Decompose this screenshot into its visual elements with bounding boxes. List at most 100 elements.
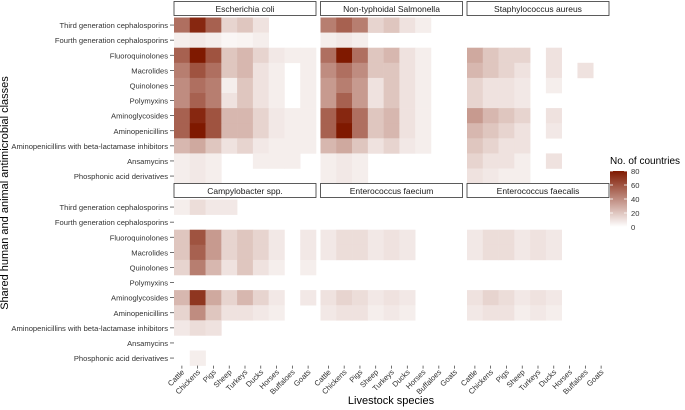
heatmap-cell [336,47,353,64]
y-tick-label: Fourth generation cephalosporins [55,36,168,45]
heatmap-cell [221,108,238,124]
heatmap-cell [268,62,285,79]
heatmap-cell [237,77,254,94]
heatmap-cell [174,108,191,124]
heatmap-cell [205,93,222,109]
heatmap-cell [399,77,416,94]
panel-title: Campylobacter spp. [207,186,283,196]
heatmap-cell [221,259,238,276]
heatmap-cell [189,138,206,154]
heatmap-cell [268,305,285,321]
heatmap-cell [482,153,499,169]
heatmap-cell [399,290,416,306]
panel-title: Non-typhoidal Salmonella [343,4,440,14]
heatmap-cell [320,138,337,154]
y-tick-label: Fourth generation cephalosporins [55,218,168,227]
heatmap-cell [467,108,484,124]
heatmap-cell [530,305,547,321]
heatmap-cell [415,108,432,124]
panel-title: Staphylococcus aureus [494,4,582,14]
heatmap-cell [237,290,254,306]
heatmap-cell [399,229,416,246]
heatmap-cell [336,153,353,169]
heatmap-cell [467,305,484,321]
heatmap-cell [300,62,317,79]
heatmap-cell [300,138,317,154]
heatmap-cell [252,77,269,94]
legend-title: No. of countries [610,156,680,167]
heatmap-cell [367,62,384,79]
heatmap-cell [415,138,432,154]
heatmap-cell [189,350,206,366]
y-tick-label: Third generation cephalosporins [60,21,169,30]
panel-strip: Enterococcus faecium [320,183,463,198]
heatmap-cell [252,244,269,261]
panel-cells [174,17,317,184]
heatmap-cell [221,77,238,94]
heatmap-cell [174,305,191,321]
heatmap-cell [383,123,400,139]
legend-tick-label: 20 [631,209,639,218]
panel-title: Escherichia coli [215,4,274,14]
heatmap-cell [367,108,384,124]
heatmap-cell [482,77,499,94]
heatmap-cell [514,62,531,79]
heatmap-cell [320,305,337,321]
panel-strip: Enterococcus faecalis [466,183,610,198]
heatmap-cell [237,229,254,246]
heatmap-cell [367,17,384,33]
heatmap-cell [174,244,191,261]
panel-title: Enterococcus faecium [350,186,434,196]
heatmap-cell [498,168,515,184]
heatmap-cell [189,93,206,109]
panel-strip: Campylobacter spp. [173,183,317,198]
panel-strip-box [466,183,610,198]
heatmap-cell [399,123,416,139]
heatmap-cell [174,32,191,48]
heatmap-cell [174,320,191,336]
heatmap-cell [221,199,238,215]
heatmap-cell [467,138,484,154]
heatmap-cell [352,153,369,169]
heatmap-cell [336,290,353,306]
heatmap-cell [252,123,269,139]
panel-strip: Escherichia coli [173,1,317,16]
heatmap-cell [498,229,515,246]
heatmap-cell [300,244,317,261]
heatmap-cell [467,62,484,79]
heatmap-cell [189,123,206,139]
heatmap-cell [399,17,416,33]
heatmap-cell [545,229,562,246]
heatmap-cell [189,320,206,336]
y-tick-label: Aminopenicillins [114,309,169,318]
y-tick-label: Aminoglycosides [111,112,168,121]
heatmap-cell [383,62,400,79]
heatmap-cell [252,108,269,124]
heatmap-cell [352,93,369,109]
heatmap-cell [205,259,222,276]
heatmap-cell [367,138,384,154]
heatmap-cell [221,32,238,48]
heatmap-cell [415,47,432,64]
heatmap-cell [482,93,499,109]
heatmap-cell [367,290,384,306]
heatmap-cell [545,153,562,169]
y-tick-label: Phosphonic acid derivatives [74,354,168,363]
heatmap-cell [383,47,400,64]
heatmap-cell [189,32,206,48]
heatmap-cell [189,290,206,306]
heatmap-cell [352,229,369,246]
y-tick-label: Macrolides [131,66,168,75]
x-axis-label: Livestock species [348,395,435,407]
heatmap-cell [482,62,499,79]
heatmap-cell [237,32,254,48]
heatmap-cell [300,290,317,306]
heatmap-cell [514,305,531,321]
heatmap-cell [252,47,269,64]
heatmap-cell [205,153,222,169]
heatmap-cell [498,305,515,321]
heatmap-cell [545,77,562,94]
heatmap-cell [467,290,484,306]
heatmap-cell [205,244,222,261]
